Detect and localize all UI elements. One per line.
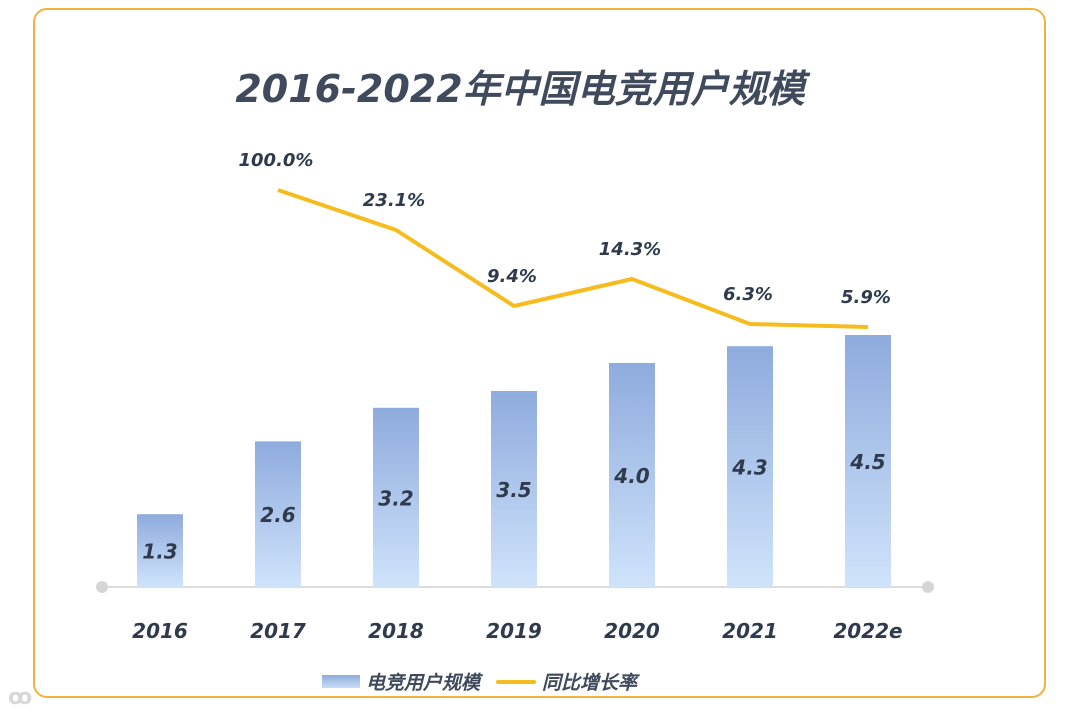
legend-line-swatch [496, 679, 537, 684]
line-value-label: 9.4% [487, 266, 537, 287]
line-value-label: 6.3% [723, 284, 773, 305]
bar [491, 391, 537, 587]
bar [727, 346, 773, 587]
legend: 电竞用户规模 同比增长率 [322, 668, 637, 695]
x-tick-label: 2016 [132, 619, 188, 643]
bar-value-label: 4.5 [849, 450, 885, 474]
line-value-label: 100.0% [239, 150, 314, 171]
legend-bar-label: 电竞用户规模 [366, 672, 481, 694]
legend-bar-swatch [322, 675, 360, 688]
legend-line-label: 同比增长率 [542, 672, 638, 694]
watermark: ꝏ [8, 685, 33, 710]
x-tick-label: 2022e [833, 619, 902, 643]
chart-frame [33, 8, 1046, 698]
chart-title: 2016-2022年中国电竞用户规模 [235, 67, 805, 111]
bar-value-label: 2.6 [260, 503, 296, 527]
line-value-label: 5.9% [841, 287, 891, 308]
bar-value-label: 1.3 [142, 540, 177, 564]
line-value-label: 23.1% [363, 190, 425, 211]
x-tick-label: 2021 [722, 619, 778, 643]
bar [255, 441, 301, 587]
bar [845, 335, 891, 587]
bar [137, 514, 183, 587]
axis-end-dot [96, 581, 108, 593]
x-tick-label: 2018 [368, 619, 424, 643]
axis-end-dot [922, 581, 934, 593]
bar-value-label: 4.0 [613, 464, 650, 488]
bar [373, 407, 419, 587]
bar [609, 363, 655, 587]
x-tick-label: 2019 [486, 619, 542, 643]
x-tick-label: 2017 [250, 619, 306, 643]
x-tick-label: 2020 [604, 619, 660, 643]
growth-line [277, 188, 869, 329]
bar-value-label: 3.5 [496, 478, 531, 502]
bar-value-label: 3.2 [378, 486, 413, 510]
line-value-label: 14.3% [599, 239, 661, 260]
bar-value-label: 4.3 [731, 456, 767, 480]
